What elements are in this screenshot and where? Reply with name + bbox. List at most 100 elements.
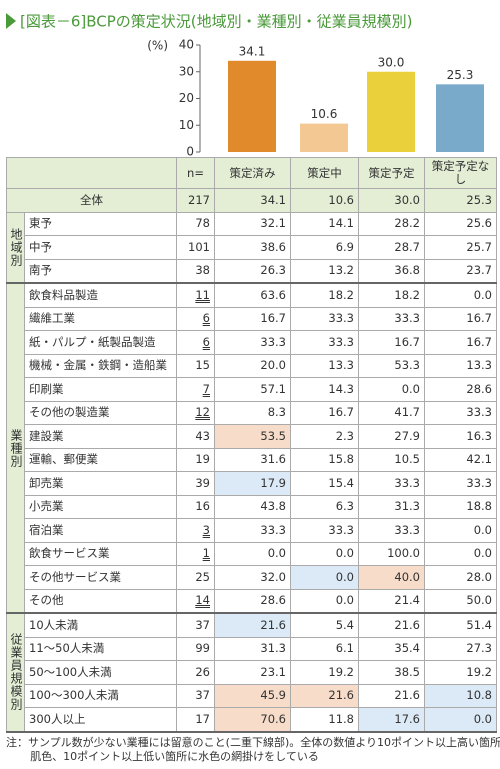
value-cell: 21.4 [358, 588, 425, 614]
n-cell: 78 [176, 211, 215, 236]
n-value: 11 [195, 287, 210, 302]
n-value: 37 [195, 617, 210, 632]
value-cell: 0.0 [290, 565, 359, 590]
n-cell: 14 [176, 588, 215, 614]
note: 注：サンプル数が少ない業種には留意のこと(二重下線部)。全体の数値より10ポイン… [6, 736, 500, 763]
value-cell: 63.6 [214, 282, 291, 308]
value-cell: 10.8 [424, 683, 497, 708]
row-label: 50～100人未満 [24, 660, 177, 685]
bar [228, 60, 276, 152]
value-cell: 31.6 [214, 447, 291, 472]
row-label: 飲食サービス業 [24, 541, 177, 566]
n-value: 78 [195, 216, 210, 231]
header-cell: 策定予定 [358, 157, 425, 189]
row-label: 東予 [24, 211, 177, 236]
value-cell: 27.3 [424, 636, 497, 661]
value-cell: 11.8 [290, 707, 359, 733]
table-row: 南予 38 26.3 13.2 36.8 23.7 [7, 258, 497, 284]
header-cell: 策定済み [214, 157, 291, 189]
table-row: その他の製造業 12 8.3 16.7 41.7 33.3 [7, 400, 497, 425]
y-tick-label: 30 [179, 64, 194, 78]
value-cell: 13.3 [424, 353, 497, 378]
n-value: 3 [202, 522, 210, 537]
n-cell: 3 [176, 518, 215, 543]
value-cell: 16.7 [290, 400, 359, 425]
value-cell: 33.3 [358, 471, 425, 496]
value-cell: 15.4 [290, 471, 359, 496]
table-row: 紙・パルプ・紙製品製造 6 33.3 33.3 16.7 16.7 [7, 330, 497, 355]
n-cell: 1 [176, 541, 215, 566]
value-cell: 16.7 [214, 306, 291, 331]
table-row: 300人以上 17 70.6 11.8 17.6 0.0 [7, 707, 497, 733]
value-cell: 33.3 [214, 330, 291, 355]
table-row: 飲食サービス業 1 0.0 0.0 100.0 0.0 [7, 541, 497, 566]
value-cell: 19.2 [424, 660, 497, 685]
table-row: 業種別 飲食料品製造 11 63.6 18.2 18.2 0.0 [6, 282, 497, 614]
row-label: 小売業 [24, 494, 177, 519]
value-cell: 0.0 [290, 588, 359, 614]
value-cell: 18.2 [290, 282, 359, 308]
row-label: 300人以上 [24, 707, 177, 733]
value-cell: 32.0 [214, 565, 291, 590]
value-cell: 38.5 [358, 660, 425, 685]
row-label: 11～50人未満 [24, 636, 177, 661]
value-cell: 23.7 [424, 258, 497, 284]
n-value: 15 [195, 358, 210, 373]
n-cell: 39 [176, 471, 215, 496]
value-cell: 32.1 [214, 211, 291, 236]
value-cell: 21.6 [290, 683, 359, 708]
table-row: 運輸、郵便業 19 31.6 15.8 10.5 42.1 [7, 447, 497, 472]
row-label: 南予 [24, 258, 177, 284]
n-value: 14 [195, 593, 210, 608]
value-cell: 0.0 [424, 282, 497, 308]
value-cell: 28.0 [424, 565, 497, 590]
table-row: 機械・金属・鉄鋼・造船業 15 20.0 13.3 53.3 13.3 [7, 353, 497, 378]
value-cell: 0.0 [214, 541, 291, 566]
value-cell: 35.4 [358, 636, 425, 661]
n-cell: 6 [176, 306, 215, 331]
n-value: 19 [195, 452, 210, 467]
row-label: 繊維工業 [24, 306, 177, 331]
table-row: 中予 101 38.6 6.9 28.7 25.7 [7, 235, 497, 260]
value-cell: 43.8 [214, 494, 291, 519]
n-cell: 17 [176, 707, 215, 733]
chart: [図表－6]BCPの策定状況(地域別・業種別・従業員規模別) (%) 0 10 20… [6, 13, 484, 158]
value-cell: 0.0 [424, 541, 497, 566]
n-cell: 11 [176, 282, 215, 308]
value-cell: 28.2 [358, 211, 425, 236]
value-cell: 14.1 [290, 211, 359, 236]
table-row: その他 14 28.6 0.0 21.4 50.0 [7, 588, 497, 614]
table-row: その他サービス業 25 32.0 0.0 40.0 28.0 [7, 565, 497, 590]
value-cell: 50.0 [424, 588, 497, 614]
y-tick-label: 10 [179, 118, 194, 132]
n-value: 12 [195, 405, 210, 420]
value-cell: 0.0 [424, 707, 497, 733]
n-value: 6 [202, 334, 210, 349]
n-value: 6 [202, 311, 210, 326]
value-cell: 53.5 [214, 424, 291, 449]
n-cell: 7 [176, 377, 215, 402]
value-cell: 28.7 [358, 235, 425, 260]
value-cell: 33.3 [358, 518, 425, 543]
n-cell: 37 [176, 612, 215, 638]
value-label: 10.6 [311, 107, 338, 121]
y-tick-label: 0 [186, 145, 194, 158]
value-cell: 33.3 [424, 471, 497, 496]
n-cell: 6 [176, 330, 215, 355]
n-value: 26 [195, 664, 210, 679]
bar [367, 71, 415, 152]
value-cell: 18.2 [358, 282, 425, 308]
n-cell: 43 [176, 424, 215, 449]
table-row: 小売業 16 43.8 6.3 31.3 18.8 [7, 494, 497, 519]
value-cell: 53.3 [358, 353, 425, 378]
n-value: 99 [195, 641, 210, 656]
y-tick-label: 40 [179, 38, 194, 52]
header-blank [6, 157, 177, 189]
n-cell: 15 [176, 353, 215, 378]
n-value: 101 [188, 239, 210, 254]
value-cell: 33.3 [290, 330, 359, 355]
value-cell: 18.8 [424, 494, 497, 519]
n-cell: 26 [176, 660, 215, 685]
value-cell: 19.2 [290, 660, 359, 685]
